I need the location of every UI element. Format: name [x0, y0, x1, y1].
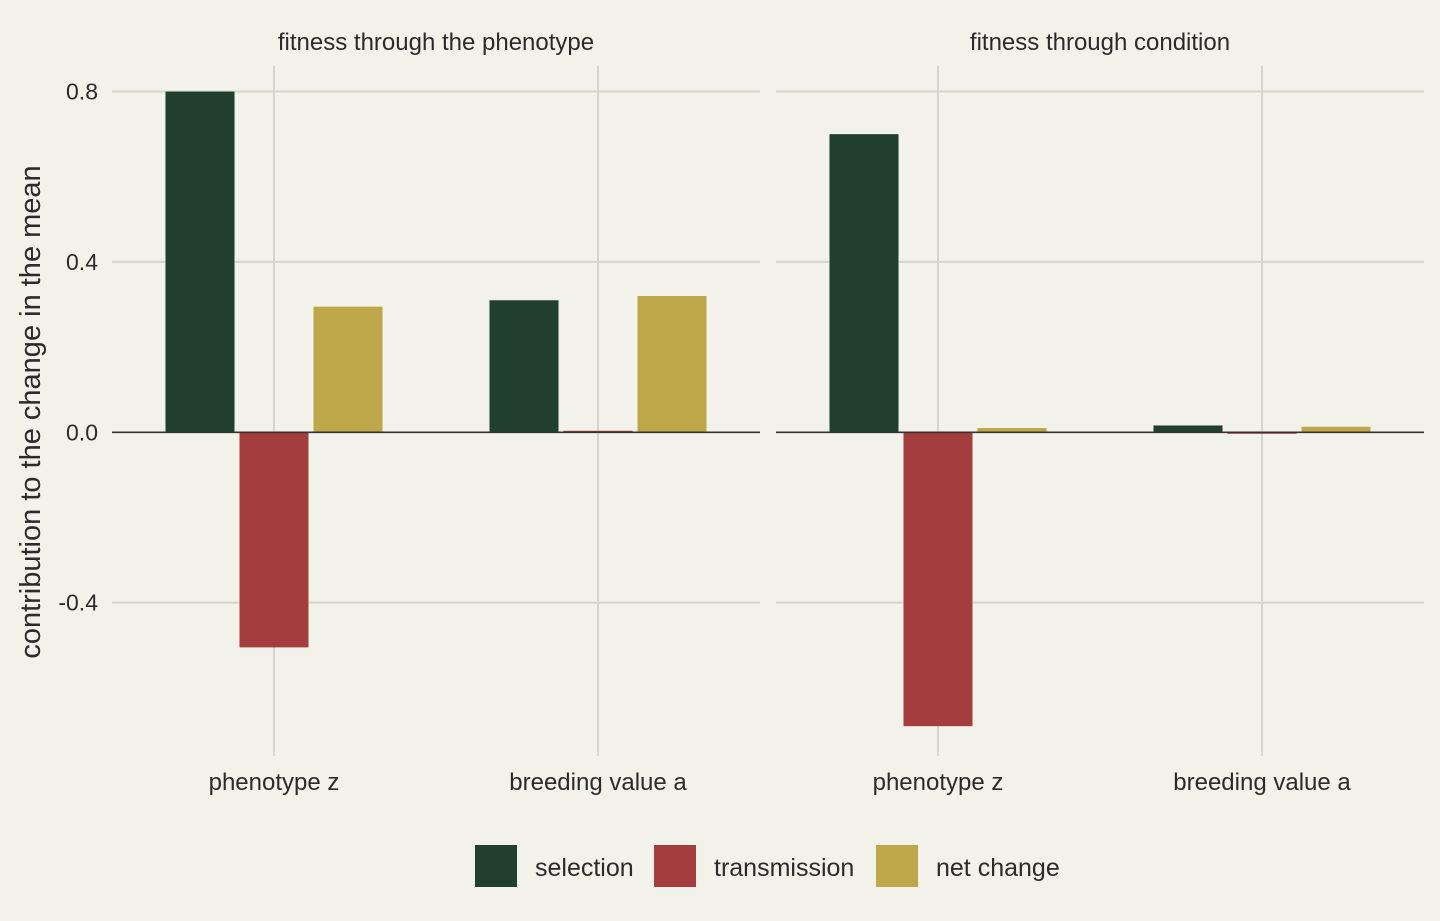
legend: selection transmission net change [475, 845, 1060, 887]
legend-label: selection [535, 854, 634, 882]
bar-net-change-phenotype-z [977, 428, 1047, 433]
legend-key [876, 845, 918, 887]
legend-item-transmission: transmission [654, 845, 854, 887]
bar-net-change-breeding-value-a [1301, 426, 1371, 433]
y-axis-title-group: contribution to the change in the mean [15, 165, 47, 658]
panels: -0.4 0.0 0.4 0.8 phenotype z breeding value a… [58, 29, 1424, 796]
bar-selection-phenotype-z [829, 134, 899, 433]
x-tick-label: phenotype z [209, 769, 340, 796]
legend-label: net change [936, 854, 1060, 882]
y-tick-label: -0.4 [58, 590, 98, 616]
panel-title: fitness through the phenotype [278, 29, 594, 56]
bar-selection-breeding-value-a [489, 300, 559, 433]
legend-item-net-change: net change [876, 845, 1060, 887]
legend-label: transmission [714, 854, 854, 882]
bar-selection-phenotype-z [165, 91, 235, 433]
legend-key [475, 845, 517, 887]
legend-key [654, 845, 696, 887]
x-tick-label: phenotype z [873, 769, 1004, 796]
panel-fitness-through-condition: phenotype z breeding value a fitness throu… [776, 29, 1424, 796]
bar-net-change-breeding-value-a [637, 296, 707, 433]
bar-net-change-phenotype-z [313, 306, 383, 433]
bar-transmission-phenotype-z [903, 432, 973, 727]
y-axis-title: contribution to the change in the mean [15, 165, 47, 658]
legend-item-selection: selection [475, 845, 634, 887]
y-tick-label: 0.0 [66, 419, 98, 445]
panel-title: fitness through condition [970, 29, 1230, 56]
x-tick-label: breeding value a [509, 769, 687, 796]
y-tick-label: 0.8 [66, 79, 98, 105]
bar-transmission-phenotype-z [239, 432, 309, 648]
bar-selection-breeding-value-a [1153, 425, 1223, 433]
x-tick-label: breeding value a [1173, 769, 1351, 796]
y-tick-label: 0.4 [66, 249, 98, 275]
panel-fitness-through-the-phenotype: phenotype z breeding value a fitness throu… [112, 29, 760, 796]
